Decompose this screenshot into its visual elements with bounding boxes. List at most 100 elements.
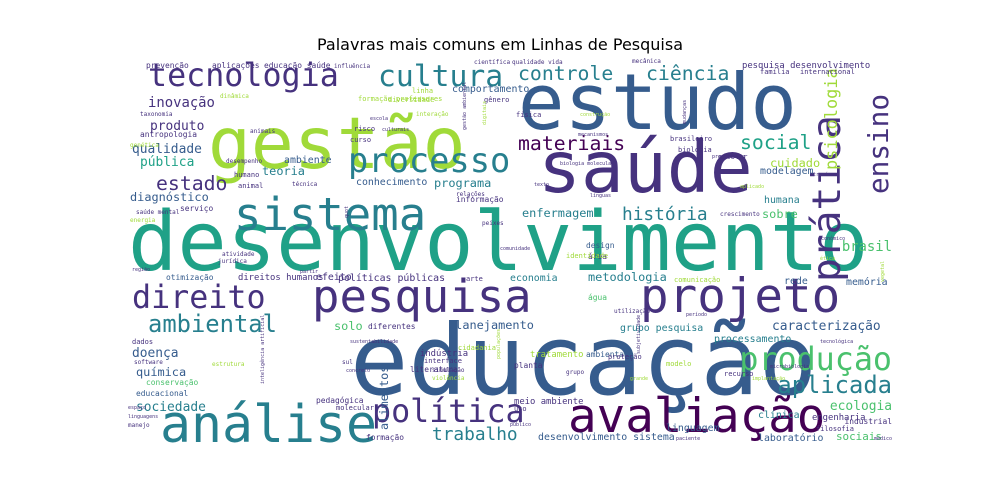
word-mudancas: mudanças: [682, 100, 688, 124]
word-laboratorio: laboratório: [758, 432, 823, 444]
word-tecnica: técnica: [292, 181, 318, 188]
word-genero: gênero: [484, 96, 509, 104]
word-ambientais: ambientais: [586, 350, 634, 359]
word-diversidade: diversidade: [388, 96, 434, 104]
word-cientifica: científica: [474, 59, 511, 66]
word-sobre: sobre: [762, 207, 798, 221]
word-medico: médico: [874, 435, 892, 442]
word-publico: público: [510, 421, 531, 428]
word-antropologia: antropologia: [140, 130, 197, 139]
word-economia: economia: [510, 273, 558, 284]
word-clinica: clínica: [758, 409, 800, 421]
word-ambiente: ambiente: [284, 155, 332, 166]
word-influencia: influência: [334, 63, 371, 70]
word-sociais: sociais: [836, 430, 882, 443]
word-recurso: recurso: [724, 370, 754, 378]
word-implantacao: implantação: [752, 376, 785, 382]
word-direito: direito: [132, 280, 266, 316]
word-mecanismos: mecanismos: [578, 132, 608, 138]
word-trabalho: trabalho: [432, 424, 518, 445]
word-metodologia: metodologia: [588, 270, 667, 284]
word-direitos-humanos: direitos humanos: [238, 273, 324, 283]
chart-title: Palavras mais comuns em Linhas de Pesqui…: [317, 35, 683, 54]
word-politicas-publicas: políticas públicas: [338, 272, 445, 284]
word-processo: processo: [348, 141, 510, 180]
word-quimica: química: [136, 365, 186, 379]
word-teoria: teoria: [262, 164, 305, 178]
word-juridica: jurídica: [218, 258, 247, 265]
word-social: social: [740, 131, 811, 154]
word-partir: partir: [300, 269, 318, 275]
word-construcao: construção: [580, 112, 610, 118]
word-programa: programa: [434, 176, 491, 190]
word-industria: indústria: [420, 349, 468, 359]
word-estudo: estudo: [518, 58, 797, 148]
word-processamento: processamento: [714, 334, 791, 345]
word-psicologia: psicologia: [821, 68, 841, 170]
word-ambiental: ambiental: [148, 310, 277, 338]
word-historia: história: [622, 204, 708, 225]
word-utilizacao: utilização: [614, 308, 651, 315]
word-linguagens: linguagens: [128, 414, 158, 420]
word-humana: humana: [764, 195, 800, 206]
word-relacoes: relações: [456, 191, 485, 198]
word-produto: produto: [150, 119, 204, 134]
word-fisica: física: [516, 111, 541, 119]
word-arte: arte: [466, 275, 483, 283]
word-etica: ética: [820, 255, 835, 262]
word-economico: econômico: [818, 235, 845, 242]
word-inteligencia-artificial: inteligência artificial: [259, 315, 266, 384]
word-comunicacao: comunicação: [674, 276, 720, 284]
word-educacao: educação: [350, 304, 817, 417]
word-aplicado: aplicado: [740, 184, 764, 190]
word-efeito: efeito: [316, 272, 352, 283]
word-meio-ambiente: meio ambiente: [514, 397, 583, 407]
word-dados: dados: [132, 338, 153, 346]
word-programacao: programação: [712, 154, 745, 160]
word-sistema: sistema: [234, 188, 426, 241]
word-literatura: literatura: [410, 365, 458, 374]
word-interacao: interação: [416, 111, 449, 118]
word-diferentes: diferentes: [368, 322, 416, 331]
word-manejo: manejo: [128, 422, 150, 429]
word-doenca: doença: [132, 346, 179, 361]
word-educacao-saude: educação saúde: [264, 61, 331, 70]
word-atividade: atividade: [222, 251, 255, 258]
word-area: área: [588, 252, 607, 261]
word-crescimento: crescimento: [720, 211, 760, 218]
word-grande: grande: [630, 376, 648, 382]
word-modelo: modelo: [666, 360, 691, 368]
word-violencia: violência: [432, 375, 465, 382]
word-gestao-ambiental: gestão ambiental: [462, 82, 468, 130]
word-educacional: educacional: [136, 389, 188, 398]
word-linha: linha: [412, 87, 433, 95]
word-simulacao: simulação: [432, 367, 465, 374]
word-tecnologia: tecnologia: [148, 58, 339, 94]
word-regiao: região: [132, 267, 150, 273]
word-sul: sul: [342, 359, 353, 366]
word-microbiologia: microbiologia: [770, 364, 809, 370]
word-escolar: escolar: [718, 153, 748, 161]
word-agua: água: [588, 293, 607, 302]
word-subjetividade: subjetividade: [636, 315, 642, 354]
word-cidadania: cidadania: [458, 344, 496, 352]
word-projeto: projeto: [640, 269, 840, 324]
word-saude: saúde: [538, 126, 753, 209]
word-gestao: gestão: [208, 102, 466, 185]
word-biologia-molecular: biologia molecular: [560, 161, 614, 167]
word-linguas: línguas: [590, 192, 611, 199]
word-tecnologica: tecnológica: [820, 338, 853, 345]
word-brasileiro: brasileiro: [670, 135, 712, 143]
word-qualidade: qualidade: [132, 142, 202, 157]
word-dinamica: dinâmica: [220, 93, 249, 100]
word-animais: animais: [250, 128, 276, 135]
word-formacao: formação: [366, 433, 404, 442]
word-producao: produção: [739, 342, 892, 378]
word-aplicacoes: aplicações: [212, 61, 260, 70]
word-rede: rede: [784, 276, 808, 287]
word-filosofia: filosofia: [816, 425, 854, 433]
word-politica: política: [372, 394, 525, 430]
word-formacao-professores: formação professores: [358, 95, 442, 103]
word-familia: família: [760, 68, 790, 76]
